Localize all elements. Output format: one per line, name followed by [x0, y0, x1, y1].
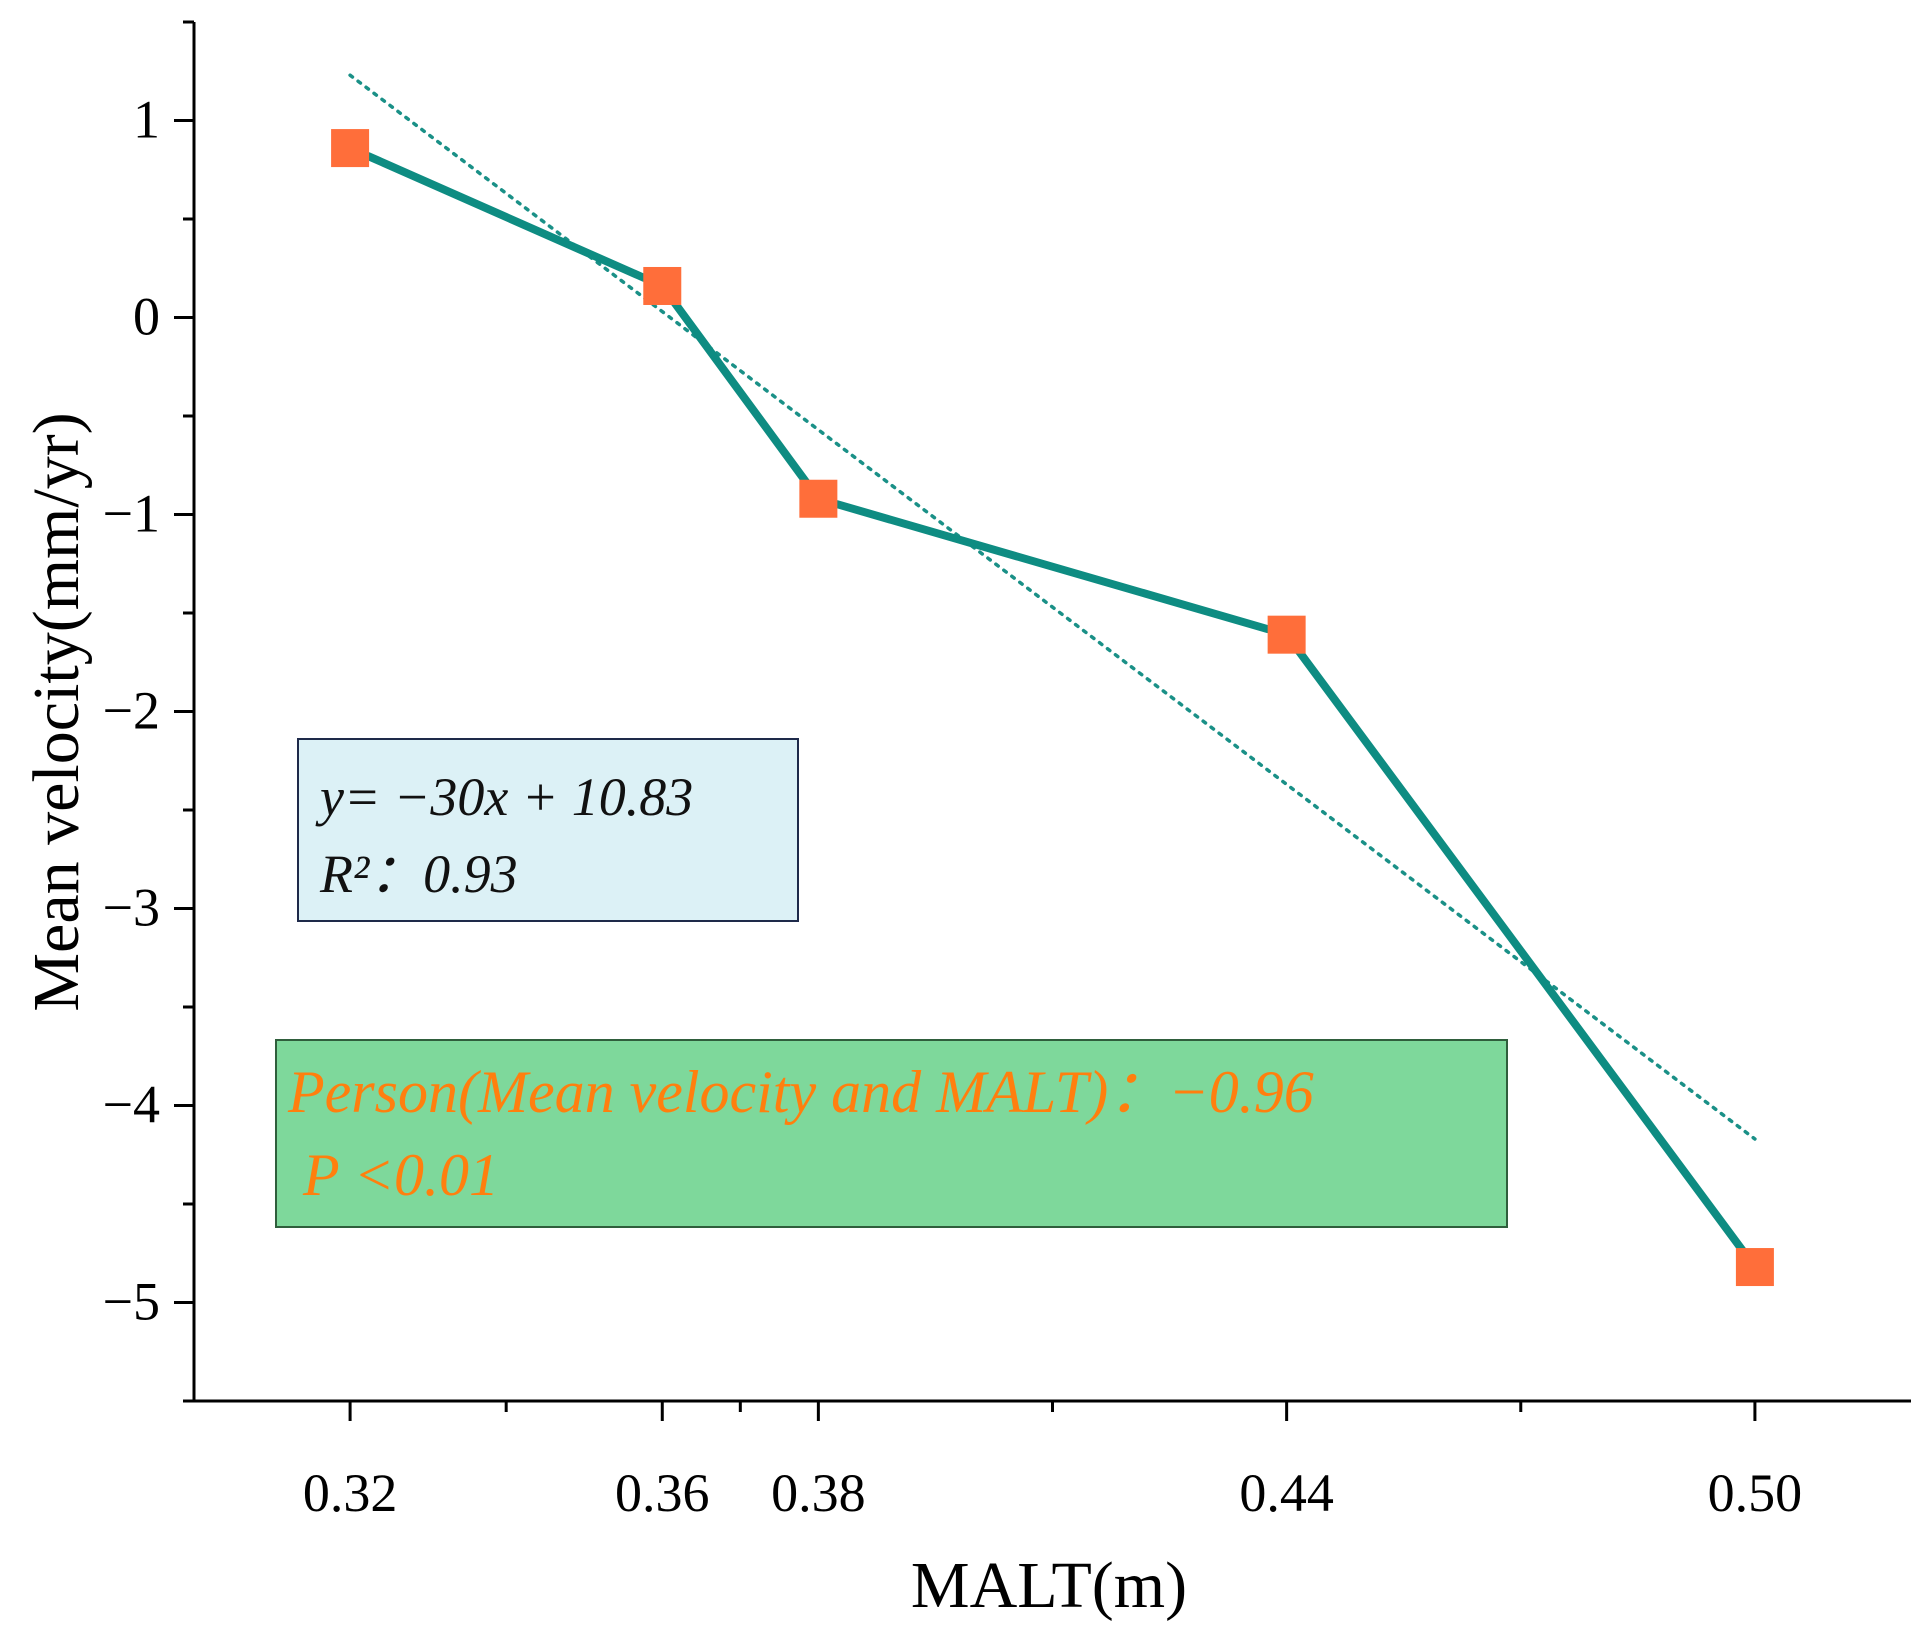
y-tick-label: −4: [103, 1075, 160, 1135]
x-tick-label: 0.38: [771, 1463, 866, 1523]
series-segment: [1294, 646, 1748, 1255]
data-point-marker: [1735, 1248, 1774, 1287]
data-point-marker: [799, 479, 838, 518]
y-axis-title: Mean velocity(mm/yr): [20, 412, 93, 1011]
fit-equation-text: y= −30x + 10.83: [315, 767, 693, 827]
y-tick-label: −2: [103, 681, 160, 741]
y-tick-label: −3: [103, 878, 160, 938]
series-segment: [833, 500, 1272, 634]
x-tick-label: 0.44: [1239, 1463, 1334, 1523]
p-value-text: P <0.01: [288, 1142, 499, 1208]
y-tick-label: 1: [133, 90, 160, 150]
y-tick-label: 0: [133, 287, 160, 347]
data-point-marker: [1267, 615, 1306, 654]
x-tick-label: 0.36: [615, 1463, 710, 1523]
pearson-box-bg: [275, 1039, 1508, 1228]
x-tick-label: 0.50: [1708, 1463, 1803, 1523]
marker-layer: [331, 129, 1774, 1287]
y-tick-label: −1: [103, 484, 160, 544]
pearson-box: Person(Mean velocity and MALT)：−0.96 P <…: [275, 1039, 1508, 1228]
data-point-marker: [643, 266, 682, 305]
fit-equation-box: y= −30x + 10.83 R²：0.93: [297, 738, 799, 922]
y-ticks: 1 0 −1 −2 −3 −4 −5: [103, 20, 194, 1403]
x-tick-label: 0.32: [303, 1463, 398, 1523]
series-segment: [670, 298, 811, 487]
y-tick-label: −5: [103, 1272, 160, 1332]
pearson-text: Person(Mean velocity and MALT)：−0.96: [287, 1059, 1314, 1125]
x-axis-title: MALT(m): [911, 1549, 1187, 1622]
fit-equation-box-bg: [297, 738, 799, 922]
data-point-marker: [331, 129, 370, 168]
series-segment: [364, 152, 648, 282]
x-ticks: 0.32 0.36 0.38 0.44 0.50: [303, 1401, 1802, 1523]
r-squared-text: R²：0.93: [319, 844, 518, 904]
series-layer: [364, 152, 1748, 1255]
